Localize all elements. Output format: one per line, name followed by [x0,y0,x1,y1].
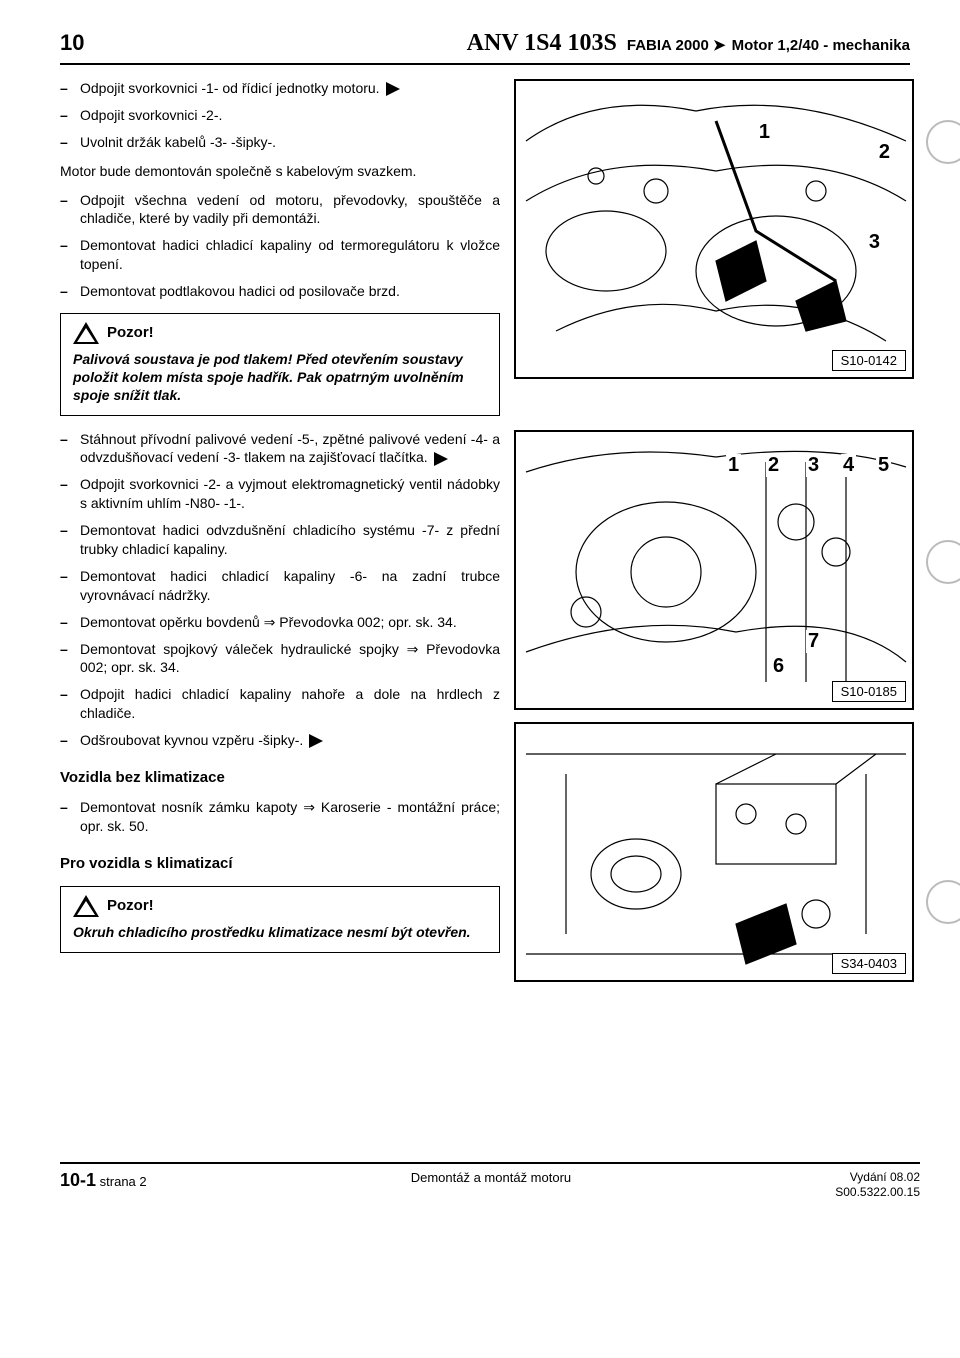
callout: 3 [806,454,821,477]
callout-3: 3 [867,231,882,254]
figure-label: S10-0185 [832,681,906,702]
callout: 1 [726,454,741,477]
list-item: Odšroubovat kyvnou vzpěru -šipky-. [60,731,500,750]
list-item: Demontovat podtlakovou hadici od posilov… [60,282,500,301]
figure-label: S34-0403 [832,953,906,974]
footer-chapter: 10-1 [60,1170,96,1190]
callout: 4 [841,454,856,477]
footer-title: Demontáž a montáž motoru [147,1170,836,1185]
figure-2: 1 2 3 4 5 6 7 S10-0185 [514,430,914,710]
handwritten-note: ANV 1S4 103S [467,30,617,57]
pointer-icon [309,734,323,748]
list-item: Demontovat hadici odvzdušnění chladicího… [60,521,500,559]
warning-box-2: ! Pozor! Okruh chladicího prostředku kli… [60,886,500,952]
page-number-top: 10 [60,30,84,56]
instruction-list-4: Demontovat nosník zámku kapoty ⇒ Karoser… [60,798,500,836]
list-item: Odpojit všechna vedení od motoru, převod… [60,191,500,229]
callout: 5 [876,454,891,477]
vehicle-name: FABIA 2000 ➤ [627,36,726,54]
list-item: Odpojit hadici chladicí kapaliny nahoře … [60,685,500,723]
warning-icon: ! [73,322,99,344]
pointer-icon [386,82,400,96]
section-no-ac: Vozidla bez klimatizace [60,768,500,788]
list-item: Stáhnout přívodní palivové vedení -5-, z… [60,430,500,468]
section-ac: Pro vozidla s klimatizací [60,854,500,874]
warning-title: Pozor! [107,896,154,916]
figure-1: 1 2 3 S10-0142 [514,79,914,379]
warning-body: Okruh chladicího prostředku klimatizace … [73,923,487,941]
section-name: Motor 1,2/40 - mechanika [732,37,910,54]
instruction-list-1: Odpojit svorkovnici -1- od řídicí jednot… [60,79,500,152]
list-item: Odpojit svorkovnici -2- a vyjmout elektr… [60,475,500,513]
callout: 2 [766,454,781,477]
instruction-list-3: Stáhnout přívodní palivové vedení -5-, z… [60,430,500,750]
list-item: Odpojit svorkovnici -1- od řídicí jednot… [60,79,500,98]
page-header: 10 ANV 1S4 103S FABIA 2000 ➤ Motor 1,2/4… [60,30,910,65]
list-item: Demontovat hadici chladicí kapaliny -6- … [60,567,500,605]
warning-body: Palivová soustava je pod tlakem! Před ot… [73,350,487,405]
paragraph: Motor bude demontován společně s kabelov… [60,162,500,181]
figure-3: S34-0403 [514,722,914,982]
warning-title: Pozor! [107,323,154,343]
footer-edition: Vydání 08.02 [835,1170,920,1186]
list-item: Demontovat nosník zámku kapoty ⇒ Karoser… [60,798,500,836]
callout-1: 1 [757,121,772,144]
list-item: Demontovat spojkový váleček hydraulické … [60,640,500,678]
warning-box-1: ! Pozor! Palivová soustava je pod tlakem… [60,313,500,416]
list-item: Odpojit svorkovnici -2-. [60,106,500,125]
figure-label: S10-0142 [832,350,906,371]
callout: 6 [771,655,786,678]
callout: 7 [806,630,821,653]
list-item: Uvolnit držák kabelů -3- -šipky-. [60,133,500,152]
footer-code: S00.5322.00.15 [835,1185,920,1201]
pointer-icon [434,452,448,466]
footer-page: strana 2 [100,1174,147,1189]
list-item: Demontovat hadici chladicí kapaliny od t… [60,236,500,274]
instruction-list-2: Odpojit všechna vedení od motoru, převod… [60,191,500,301]
callout-2: 2 [877,141,892,164]
page-footer: 10-1 strana 2 Demontáž a montáž motoru V… [60,1162,920,1201]
list-item: Demontovat opěrku bovdenů ⇒ Převodovka 0… [60,613,500,632]
warning-icon: ! [73,895,99,917]
